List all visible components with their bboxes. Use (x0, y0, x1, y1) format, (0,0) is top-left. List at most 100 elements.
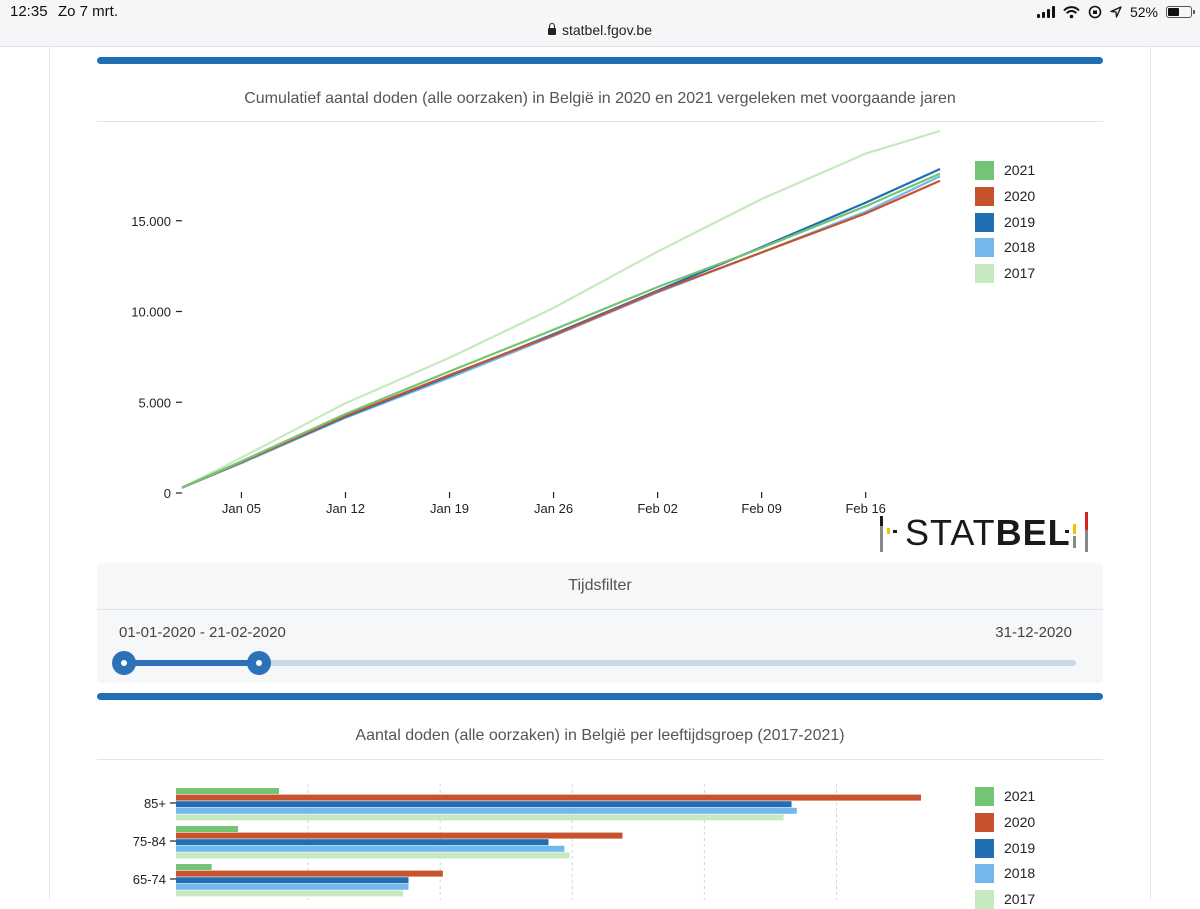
legend-item-2019[interactable]: 2019 (975, 212, 1035, 232)
legend-label: 2019 (1004, 840, 1036, 856)
bar-75-84-2020 (176, 832, 623, 839)
battery-fill (1168, 8, 1179, 16)
url-text: statbel.fgov.be (561, 22, 653, 38)
legend-swatch-2018 (975, 863, 994, 883)
legend-item-2019[interactable]: 2019 (975, 838, 1035, 858)
legend-label: 2017 (1004, 891, 1036, 907)
legend-label: 2018 (1004, 865, 1036, 881)
bar-75-84-2019 (176, 839, 549, 846)
battery-icon (1166, 6, 1195, 18)
time-slider-start-handle[interactable] (112, 651, 136, 675)
legend-swatch-2018 (975, 237, 994, 257)
x-tick-label: Jan 19 (430, 501, 469, 516)
logo-suffix: BEL (995, 512, 1071, 553)
section-divider (97, 57, 1103, 64)
bar-chart-title: Aantal doden (alle oorzaken) in België p… (355, 727, 845, 744)
logo-mark-right-icon (1065, 512, 1088, 552)
legend-item-2021[interactable]: 2021 (975, 160, 1035, 180)
line-series-2021 (181, 172, 941, 489)
x-tick-label: Jan 12 (326, 501, 365, 516)
x-tick-label: Feb 02 (637, 501, 677, 516)
legend-swatch-2019 (975, 212, 994, 232)
statbel-logo[interactable]: STATBEL (879, 508, 1094, 554)
wifi-icon (1063, 5, 1080, 18)
time-slider-track[interactable] (124, 660, 1076, 666)
status-indicators: 52% (1036, 3, 1195, 21)
legend-label: 2017 (1004, 265, 1036, 281)
bar-85+-2020 (176, 794, 921, 801)
page-border-left (49, 46, 50, 900)
logo-mark-left-icon (880, 516, 897, 552)
title-underline (97, 759, 1103, 760)
time-slider-end-handle[interactable] (247, 651, 272, 675)
time-filter-title: Tijdsfilter (568, 577, 632, 594)
lock-icon (547, 23, 556, 35)
bar-75-84-2017 (176, 852, 570, 859)
line-chart-title: Cumulatief aantal doden (alle oorzaken) … (244, 90, 956, 107)
selected-range-label: 01-01-2020 - 21-02-2020 (119, 624, 286, 641)
status-date: Zo 7 mrt. (58, 3, 119, 20)
y-tick-label: 15.000 (131, 214, 171, 229)
legend-swatch-2020 (975, 186, 994, 206)
bar-series (176, 788, 921, 897)
legend-item-2018[interactable]: 2018 (975, 863, 1035, 883)
legend-label: 2020 (1004, 814, 1036, 830)
url-bar[interactable]: statbel.fgov.be (0, 22, 1200, 38)
x-tick-label: Feb 09 (741, 501, 781, 516)
line-series-2020 (181, 179, 941, 489)
y-tick-label: 5.000 (138, 395, 171, 410)
legend-item-2021[interactable]: 2021 (975, 786, 1035, 806)
legend-label: 2019 (1004, 214, 1036, 230)
legend-swatch-2017 (975, 263, 994, 283)
legend-item-2020[interactable]: 2020 (975, 812, 1035, 832)
rotation-lock-icon (1088, 5, 1102, 19)
bar-75-84-2021 (176, 826, 239, 832)
legend-label: 2018 (1004, 239, 1036, 255)
legend-item-2017[interactable]: 2017 (975, 263, 1035, 283)
status-time: 12:35 (10, 3, 48, 20)
legend-swatch-2019 (975, 838, 994, 858)
bar-65-74-2018 (176, 883, 409, 890)
bar-85+-2021 (176, 788, 280, 794)
legend-label: 2021 (1004, 162, 1036, 178)
legend-item-2018[interactable]: 2018 (975, 237, 1035, 257)
logo-wordmark: STATBEL (905, 513, 1071, 553)
legend-item-2020[interactable]: 2020 (975, 186, 1035, 206)
legend-item-2017[interactable]: 2017 (975, 889, 1035, 909)
x-axis: Jan 05 Jan 12 Jan 19 Jan 26 Feb 02 Feb 09 Feb … (222, 492, 886, 516)
time-filter-divider (97, 609, 1103, 610)
x-tick-label: Jan 05 (222, 501, 261, 516)
bar-65-74-2019 (176, 877, 409, 884)
bar-85+-2019 (176, 801, 792, 808)
page-border-right (1150, 46, 1151, 900)
legend-swatch-2020 (975, 812, 994, 832)
legend-label: 2021 (1004, 788, 1036, 804)
age-group-bar-chart: 85+ 75-84 65-74 (133, 784, 921, 900)
x-tick-label: Jan 26 (534, 501, 573, 516)
legend-swatch-2017 (975, 889, 994, 909)
cellular-signal-icon (1036, 6, 1055, 18)
section-divider (97, 693, 1103, 700)
battery-percentage: 52% (1129, 4, 1158, 20)
line-series-2017 (181, 130, 941, 489)
legend-swatch-2021 (975, 786, 994, 806)
y-axis: 15.000 10.000 5.000 0 (131, 214, 182, 501)
bar-65-74-2017 (176, 890, 404, 897)
line-series (181, 130, 941, 489)
category-label: 65-74 (133, 872, 166, 887)
legend-label: 2020 (1004, 188, 1036, 204)
category-label: 75-84 (133, 834, 166, 849)
bar-85+-2017 (176, 814, 784, 821)
title-underline (97, 121, 1103, 122)
y-axis-categories: 85+ 75-84 65-74 (133, 796, 176, 887)
bar-65-74-2021 (176, 864, 212, 870)
y-tick-label: 0 (164, 486, 171, 501)
location-icon (1110, 6, 1122, 18)
time-filter-panel: Tijdsfilter 01-01-2020 - 21-02-2020 31-1… (97, 563, 1103, 683)
status-bar: 12:35 Zo 7 mrt. statbel.fgov.be 52% (0, 0, 1200, 47)
range-end-label: 31-12-2020 (995, 624, 1072, 641)
logo-prefix: STAT (905, 512, 996, 553)
bar-65-74-2020 (176, 870, 443, 877)
x-tick-label: Feb 16 (845, 501, 885, 516)
